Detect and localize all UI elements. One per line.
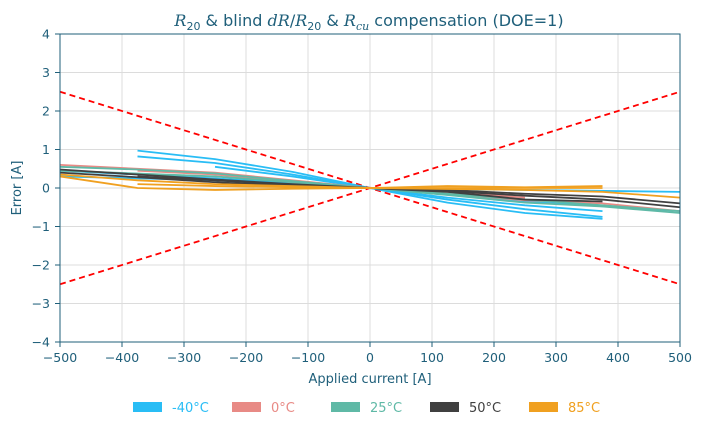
y-tick-label: 4 [42,27,50,42]
x-tick-label: −500 [43,350,77,365]
x-tick-label: 400 [606,350,630,365]
x-tick-label: 0 [366,350,374,365]
plot-frame [59,33,681,343]
y-axis-label: Error [A] [10,161,25,216]
axes [55,33,681,347]
legend-swatch [331,402,360,412]
legend-label: 25°C [370,401,402,416]
series-lines [59,149,681,220]
legend-label: 0°C [271,401,295,416]
y-tick-label: 2 [42,104,50,119]
x-axis-label: Applied current [A] [308,372,431,387]
x-tick-label: −400 [105,350,139,365]
x-tick-labels: −500 −400 −300 −200 −100 0 100 200 300 400 500 [43,350,692,365]
legend-swatch [133,402,162,412]
legend: -40°C 0°C 25°C 50°C 85°C [133,401,600,416]
legend-label: 85°C [568,401,600,416]
y-tick-labels: −4 −3 −2 −1 0 1 2 3 4 [32,27,50,350]
x-tick-label: 300 [544,350,568,365]
legend-swatch [529,402,558,412]
legend-swatch [430,402,459,412]
y-tick-label: 3 [42,65,50,80]
y-tick-label: −3 [32,296,50,311]
x-tick-label: −200 [229,350,263,365]
y-tick-label: −2 [32,258,50,273]
x-tick-label: −100 [291,350,325,365]
legend-label: 50°C [469,401,501,416]
y-tick-label: −1 [32,219,50,234]
x-tick-label: 200 [482,350,506,365]
x-tick-label: 500 [668,350,692,365]
x-tick-label: 100 [420,350,444,365]
series-line [59,173,681,199]
y-tick-label: 1 [42,142,50,157]
series-85c [59,173,681,199]
x-tick-label: −300 [167,350,201,365]
y-tick-label: −4 [32,335,50,350]
chart-title: R20 & blind dR/R20 & Rcu compensation (D… [173,11,563,33]
y-tick-label: 0 [42,181,50,196]
legend-swatch [232,402,261,412]
legend-label: -40°C [172,401,209,416]
series-line [214,165,603,212]
